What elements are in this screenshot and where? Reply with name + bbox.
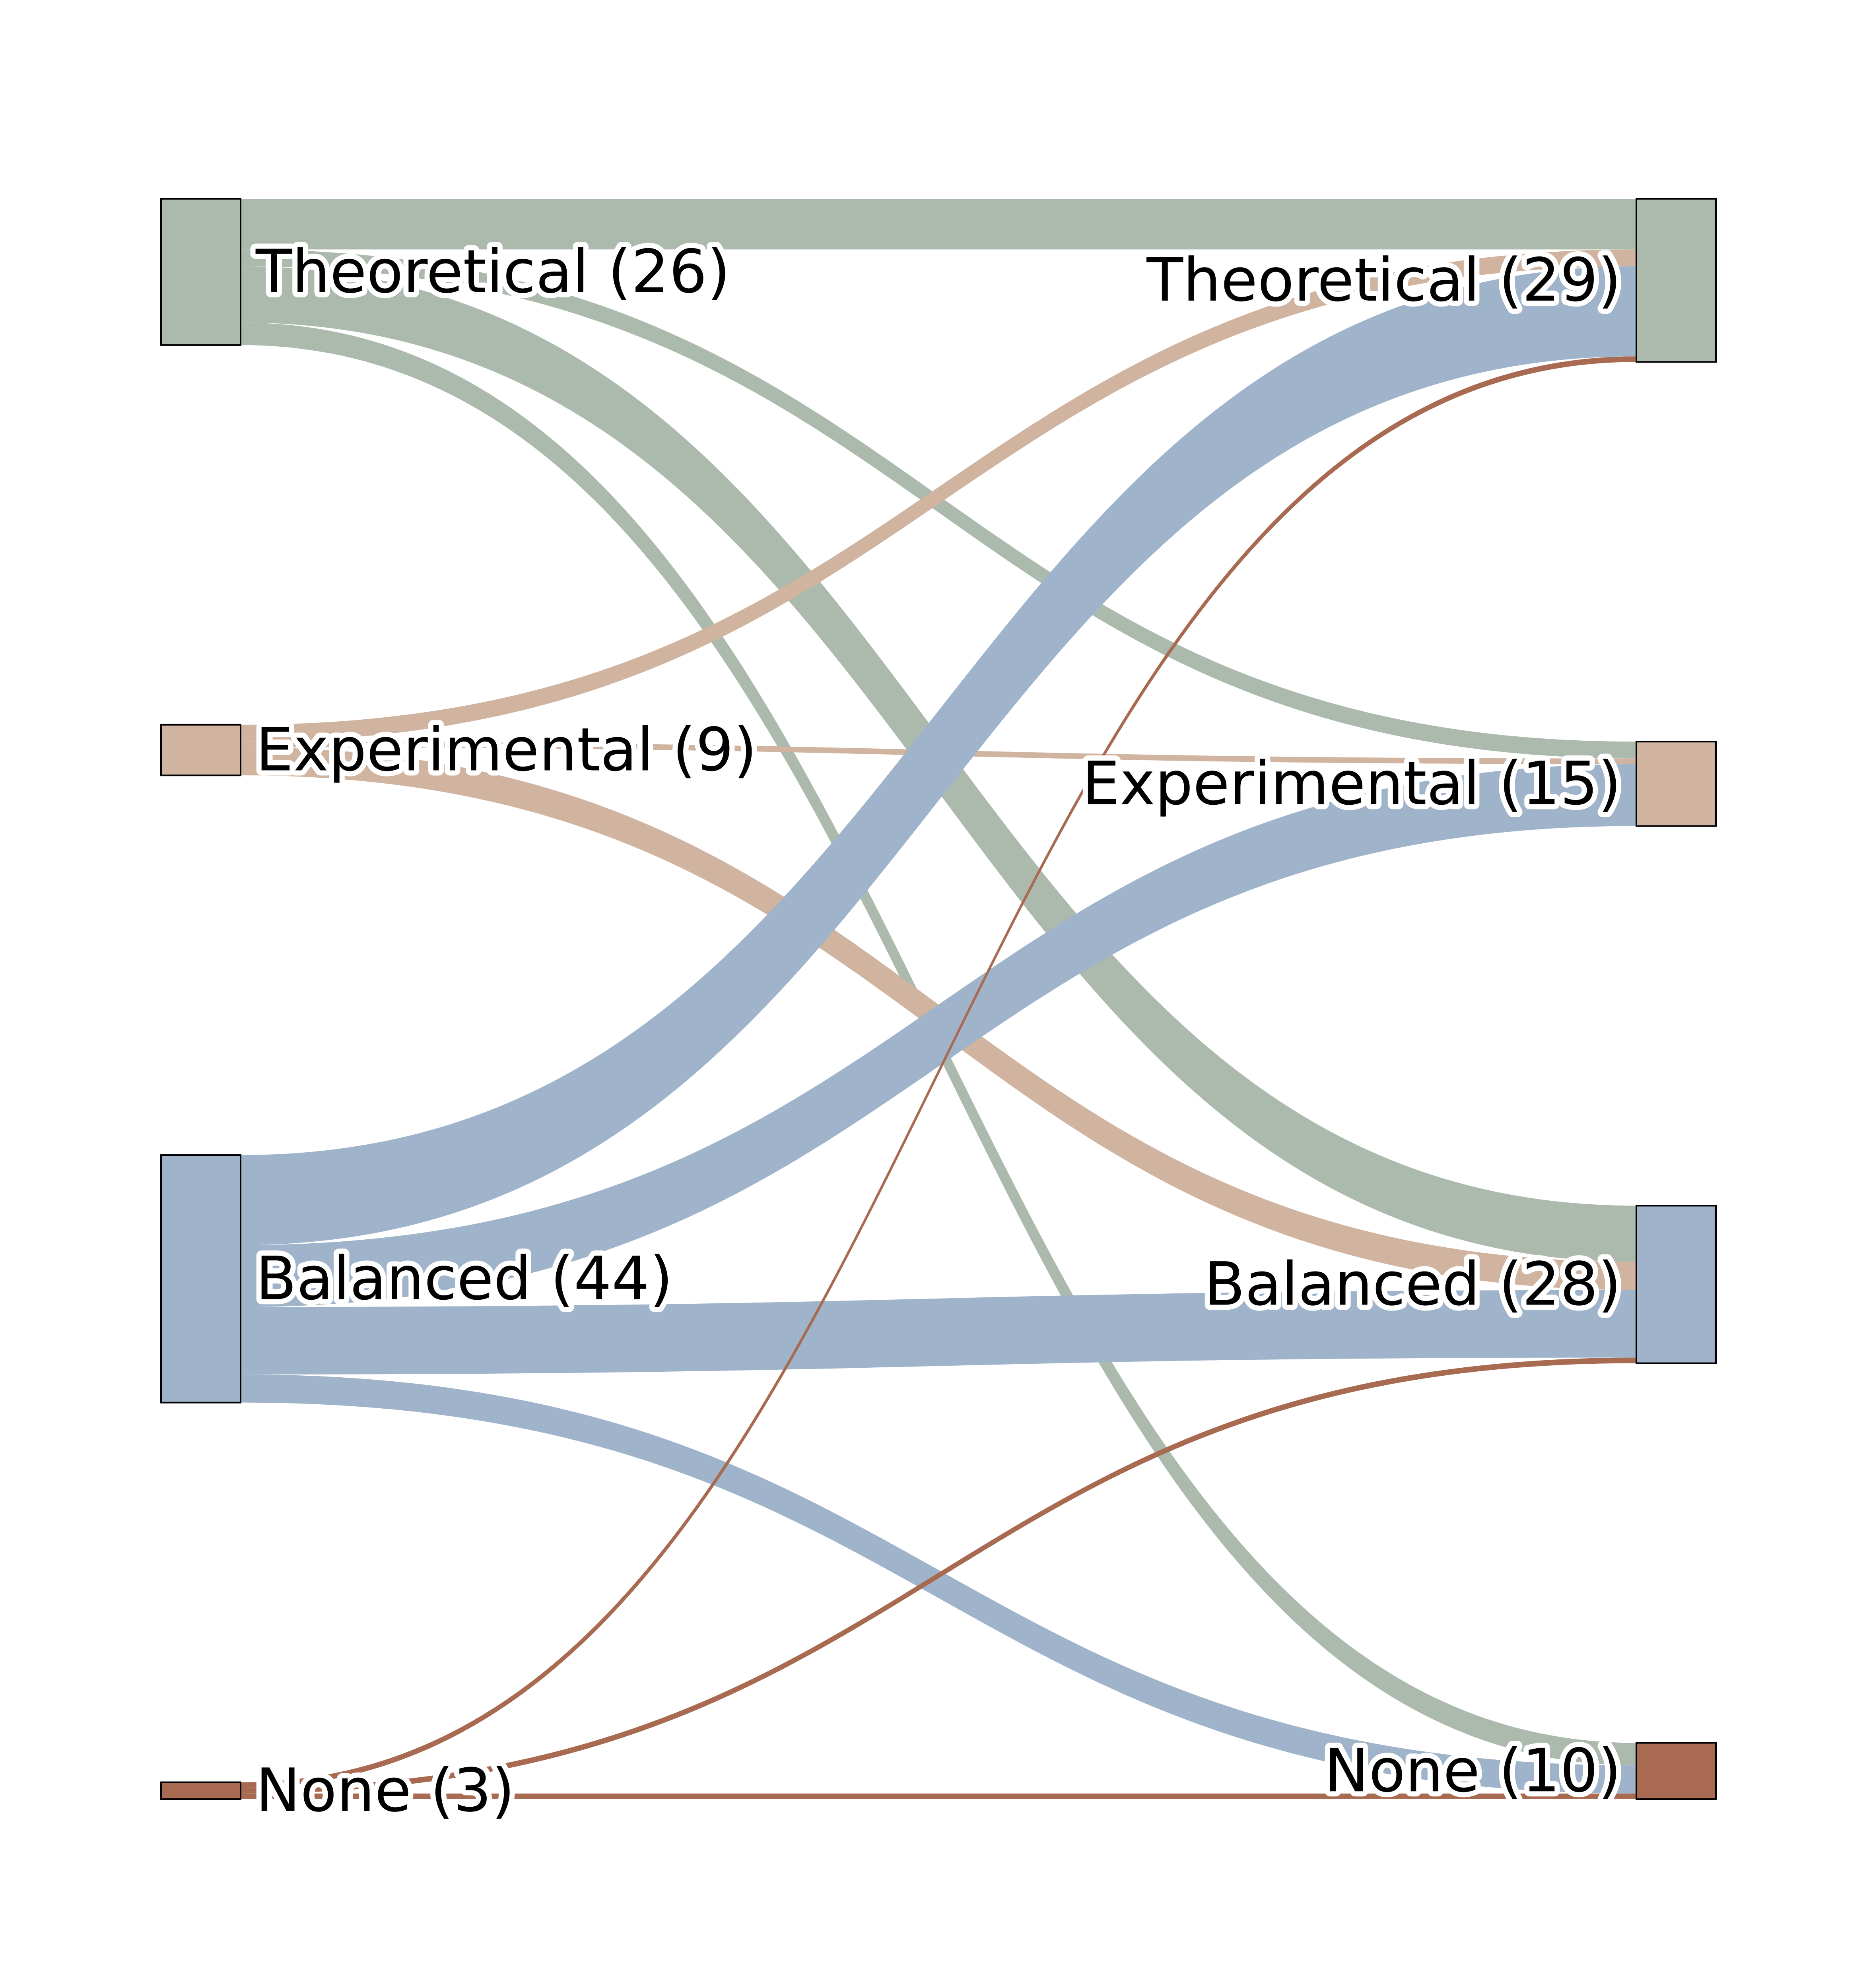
sankey-nodes: [160, 198, 1717, 1800]
target-node-none: [1636, 1742, 1717, 1800]
target-label-theoretical: Theoretical (29): [1146, 246, 1621, 315]
source-label-balanced: Balanced (44): [256, 1244, 673, 1313]
target-label-none: None (10): [1324, 1736, 1621, 1806]
source-node-experimental: [160, 724, 241, 777]
source-label-theoretical: Theoretical (26): [255, 237, 731, 307]
target-node-theoretical: [1636, 198, 1717, 363]
link-balanced-to-balanced: [241, 1290, 1636, 1375]
link-none-to-theoretical: [241, 356, 1636, 1788]
link-balanced-to-none: [241, 1374, 1636, 1794]
link-balanced-to-theoretical: [241, 266, 1636, 1245]
link-experimental-to-theoretical: [241, 249, 1636, 742]
link-theoretical-to-theoretical: [241, 199, 1636, 250]
source-node-balanced: [160, 1154, 241, 1404]
link-balanced-to-experimental: [241, 764, 1636, 1307]
source-label-none: None (3): [256, 1756, 515, 1825]
target-node-experimental: [1636, 741, 1717, 827]
link-none-to-balanced: [241, 1357, 1636, 1794]
target-label-balanced: Balanced (28): [1204, 1250, 1621, 1319]
link-none-to-none: [241, 1793, 1636, 1799]
source-node-theoretical: [160, 198, 241, 346]
sankey-labels: Theoretical (26) Experimental (9) Balanced…: [250, 232, 1626, 1831]
source-node-none: [160, 1781, 241, 1800]
source-label-experimental: Experimental (9): [256, 715, 757, 784]
sankey-links: [241, 199, 1636, 1799]
target-label-experimental: Experimental (15): [1082, 749, 1621, 818]
target-node-balanced: [1636, 1205, 1717, 1364]
